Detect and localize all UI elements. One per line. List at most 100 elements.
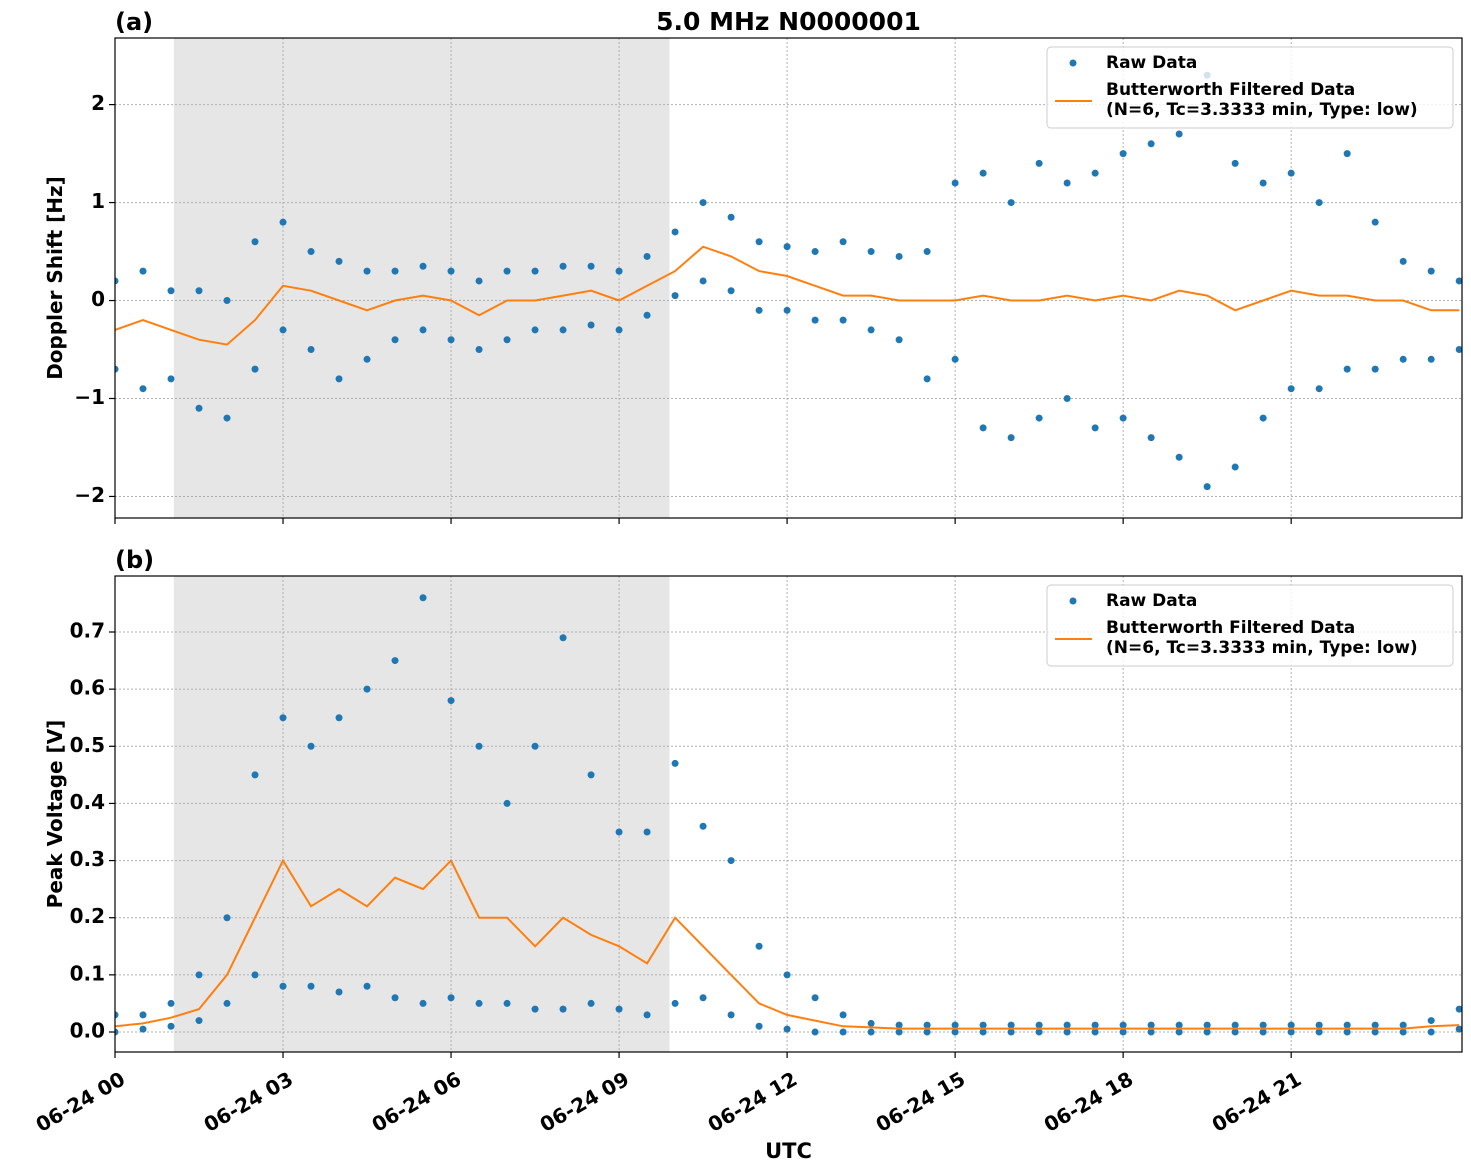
- raw-point: [167, 375, 175, 383]
- raw-point: [251, 771, 259, 779]
- y-tick-label: 0.4: [70, 790, 105, 814]
- raw-point: [1287, 169, 1295, 177]
- raw-point: [251, 238, 259, 246]
- panel-label: (a): [115, 8, 153, 36]
- raw-point: [1343, 150, 1351, 158]
- raw-point: [587, 262, 595, 270]
- raw-point: [783, 971, 791, 979]
- raw-point: [1007, 199, 1015, 207]
- y-tick-label: 0.2: [70, 904, 105, 928]
- raw-point: [1315, 385, 1323, 393]
- legend-label: (N=6, Tc=3.3333 min, Type: low): [1106, 100, 1418, 120]
- raw-point: [1399, 1021, 1407, 1029]
- raw-point: [699, 277, 707, 285]
- y-tick-label: 1: [91, 189, 105, 213]
- raw-point: [839, 238, 847, 246]
- raw-point: [811, 1028, 819, 1036]
- raw-point: [559, 634, 567, 642]
- raw-point: [1455, 346, 1462, 354]
- x-tick-label: 06-24 03: [200, 1067, 298, 1137]
- raw-point: [391, 267, 399, 275]
- raw-point: [1455, 277, 1462, 285]
- chart-title: 5.0 MHz N0000001: [656, 7, 921, 36]
- raw-point: [783, 243, 791, 251]
- raw-point: [1063, 394, 1071, 402]
- raw-point: [475, 346, 483, 354]
- raw-point: [139, 1011, 147, 1019]
- raw-point: [531, 1005, 539, 1013]
- y-tick-label: 0.7: [70, 619, 105, 643]
- raw-point: [1147, 1021, 1155, 1029]
- raw-point: [867, 248, 875, 256]
- raw-point: [167, 999, 175, 1007]
- raw-point: [335, 375, 343, 383]
- raw-point: [363, 355, 371, 363]
- raw-point: [1063, 1028, 1071, 1036]
- raw-point: [1063, 179, 1071, 187]
- raw-point: [115, 1028, 119, 1036]
- raw-point: [783, 306, 791, 314]
- raw-point: [251, 971, 259, 979]
- raw-point: [671, 999, 679, 1007]
- raw-point: [951, 1021, 959, 1029]
- raw-point: [615, 828, 623, 836]
- raw-point: [223, 297, 231, 305]
- raw-point: [867, 1019, 875, 1027]
- raw-point: [279, 326, 287, 334]
- x-tick-label: 06-24 12: [704, 1067, 802, 1137]
- raw-point: [335, 257, 343, 265]
- raw-point: [1455, 1005, 1462, 1013]
- raw-point: [1315, 1021, 1323, 1029]
- raw-point: [503, 799, 511, 807]
- raw-point: [1147, 1028, 1155, 1036]
- raw-point: [447, 697, 455, 705]
- raw-point: [279, 218, 287, 226]
- raw-point: [503, 336, 511, 344]
- raw-point: [1231, 1021, 1239, 1029]
- raw-point: [1175, 130, 1183, 138]
- raw-point: [979, 169, 987, 177]
- legend-label: Raw Data: [1106, 591, 1197, 611]
- y-tick-label: 0.6: [70, 676, 105, 700]
- plot-area: [115, 576, 1462, 1052]
- legend-marker: [1069, 59, 1077, 67]
- raw-point: [811, 316, 819, 324]
- raw-point: [1455, 1025, 1462, 1033]
- raw-point: [475, 277, 483, 285]
- raw-point: [1343, 365, 1351, 373]
- raw-point: [223, 414, 231, 422]
- raw-point: [363, 685, 371, 693]
- axes-frame: [114, 575, 1463, 1053]
- raw-point: [811, 248, 819, 256]
- raw-point: [895, 1021, 903, 1029]
- legend-box: [1046, 46, 1454, 129]
- raw-point: [1203, 1021, 1211, 1029]
- raw-point: [1007, 1021, 1015, 1029]
- raw-point: [587, 771, 595, 779]
- raw-point: [811, 994, 819, 1002]
- raw-point: [1427, 1028, 1435, 1036]
- raw-point: [223, 914, 231, 922]
- raw-point: [195, 1017, 203, 1025]
- legend-label: Raw Data: [1106, 53, 1197, 73]
- raw-point: [951, 355, 959, 363]
- raw-point: [699, 199, 707, 207]
- filtered-line: [115, 858, 1460, 1030]
- raw-point: [1259, 1021, 1267, 1029]
- raw-point: [951, 179, 959, 187]
- raw-point: [839, 316, 847, 324]
- raw-point: [503, 267, 511, 275]
- raw-point: [559, 1005, 567, 1013]
- raw-point: [251, 365, 259, 373]
- raw-point: [1091, 1028, 1099, 1036]
- raw-point: [307, 248, 315, 256]
- raw-point: [1371, 1028, 1379, 1036]
- raw-point: [727, 287, 735, 295]
- raw-point: [531, 742, 539, 750]
- raw-point: [979, 424, 987, 432]
- raw-point: [1399, 257, 1407, 265]
- raw-point: [419, 999, 427, 1007]
- raw-point: [1035, 414, 1043, 422]
- raw-point: [1371, 365, 1379, 373]
- raw-point: [1343, 1021, 1351, 1029]
